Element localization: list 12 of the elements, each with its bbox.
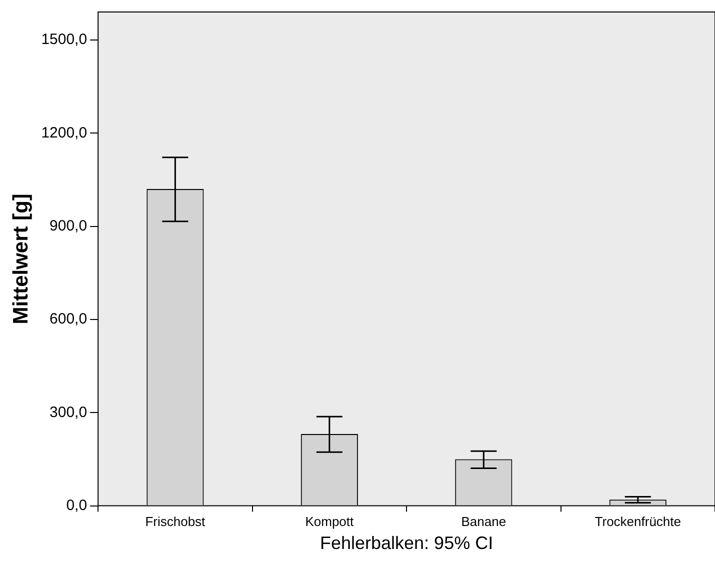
y-tick-label: 1200,0 (41, 124, 88, 142)
x-tick-label: Kompott (305, 514, 354, 530)
y-tick-label: 300,0 (50, 404, 88, 421)
x-tick-label: Banane (461, 514, 506, 530)
x-tick-label: Trockenfrüchte (594, 514, 681, 530)
y-tick-label: 0,0 (66, 496, 88, 514)
y-tick-label: 900,0 (50, 217, 88, 234)
y-tick-label: 600,0 (50, 310, 88, 328)
x-axis-title: Fehlerbalken: 95% CI (320, 533, 494, 554)
y-axis-title: Mittelwert [g] (9, 194, 32, 324)
y-tick-label: 1500,0 (41, 31, 88, 48)
x-tick-label: Frischobst (145, 514, 206, 530)
